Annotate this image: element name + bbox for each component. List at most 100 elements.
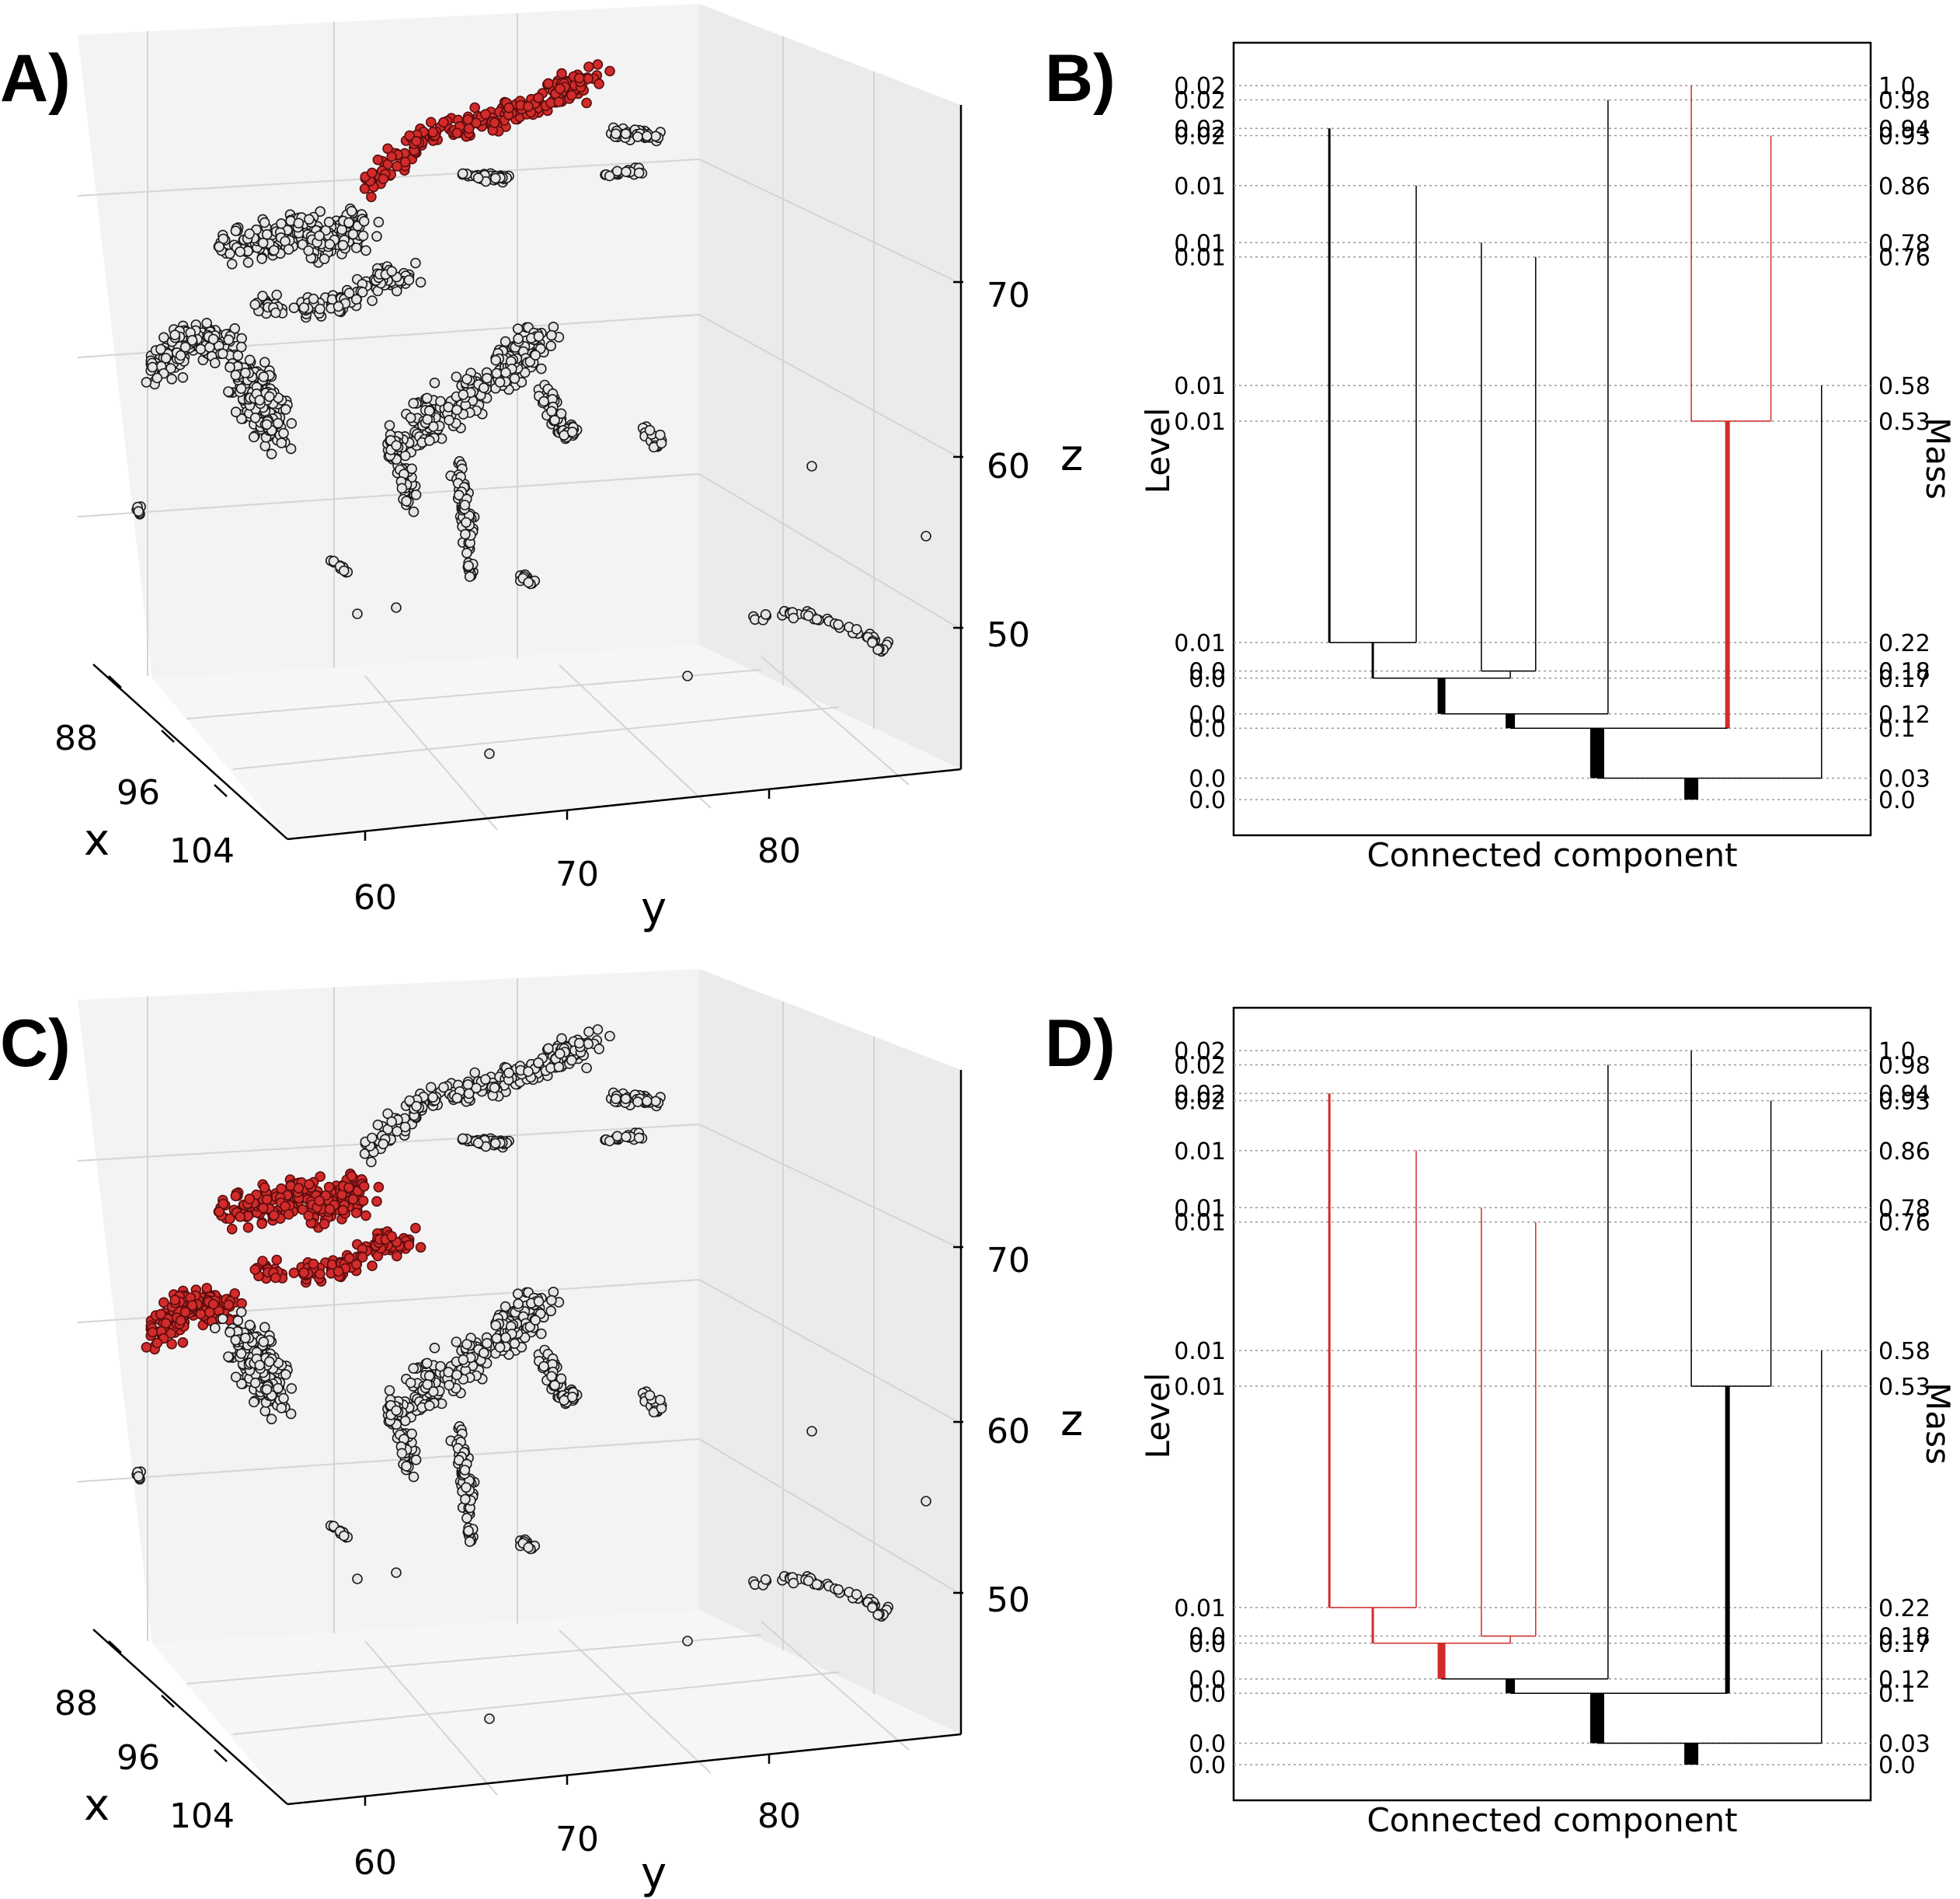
mass-tick-label: 0.94 <box>1878 116 1930 143</box>
scatter-point <box>236 333 247 344</box>
scatter-point <box>278 427 289 439</box>
scatter-point <box>533 331 545 342</box>
scatter-point <box>147 361 158 373</box>
x-tick-label: 88 <box>54 719 98 758</box>
scatter-point <box>463 560 474 572</box>
scatter-point <box>500 367 511 378</box>
panel-label-c: C) <box>0 1006 71 1081</box>
scatter-point <box>396 1448 408 1459</box>
scatter-point <box>491 1333 503 1344</box>
grid-line <box>698 1124 962 1249</box>
scatter-point <box>833 618 844 630</box>
level-tick-label: 0.01 <box>1174 245 1226 272</box>
highlighted-point <box>425 117 437 128</box>
scatter-point <box>401 496 412 507</box>
scatter-point <box>444 1379 454 1391</box>
scatter-point <box>472 1138 484 1148</box>
scatter-point <box>533 1296 545 1307</box>
scatter-point <box>633 1132 645 1144</box>
highlighted-point <box>371 1196 382 1207</box>
scatter-point <box>288 302 300 314</box>
scatter-point <box>248 431 259 443</box>
highlighted-point <box>411 135 422 147</box>
scatter-point <box>760 1573 771 1585</box>
scatter-point <box>464 1536 475 1547</box>
scatter-point <box>186 335 198 346</box>
scatter-point <box>444 414 454 426</box>
scatter-point <box>422 1378 433 1390</box>
scatter-point <box>556 1033 567 1044</box>
scatter-point <box>621 1131 632 1142</box>
scatter-point <box>421 392 433 404</box>
scatter-point <box>257 237 269 249</box>
scatter-point <box>546 1294 557 1306</box>
scatter-point <box>500 1332 511 1343</box>
scatter-point <box>319 253 330 265</box>
y-tick-label: 60 <box>353 878 397 918</box>
scatter-point <box>867 1602 878 1613</box>
highlighted-point <box>556 68 567 79</box>
highlighted-point <box>386 151 398 162</box>
scatter-point <box>811 1579 823 1590</box>
highlighted-point <box>151 1337 163 1349</box>
scatter-point <box>235 246 245 257</box>
mass-tick-label: 0.58 <box>1878 1338 1930 1365</box>
level-tick-label: 0.01 <box>1174 1195 1226 1222</box>
scatter-point <box>324 239 336 250</box>
scatter-point <box>438 1082 449 1093</box>
scatter-point <box>523 1066 534 1077</box>
z-tick-label: 50 <box>987 615 1030 655</box>
grid-line <box>364 1640 498 1796</box>
level-tick-label: 0.02 <box>1174 1081 1226 1108</box>
scatter-point <box>490 1319 502 1331</box>
scatter-point <box>285 443 297 455</box>
highlighted-point <box>415 1242 426 1253</box>
scatter-point <box>460 1493 471 1505</box>
panel-a-y-axis-line <box>287 768 962 841</box>
scatter-point <box>338 565 350 577</box>
scatter-point <box>632 1096 643 1107</box>
x-tick-label: 104 <box>169 1796 235 1836</box>
scatter-point <box>921 531 931 542</box>
highlighted-point <box>179 1306 191 1318</box>
scatter-point <box>261 228 273 240</box>
scatter-point <box>650 1096 661 1107</box>
highlighted-point <box>268 1210 280 1221</box>
scatter-point <box>478 382 489 394</box>
highlighted-point <box>304 1179 315 1190</box>
scatter-point <box>160 353 172 364</box>
panel-a-y-label: y <box>641 883 667 934</box>
scatter-point <box>405 1377 416 1389</box>
grid-line <box>698 159 962 284</box>
scatter-point <box>459 1465 471 1476</box>
scatter-point <box>384 420 395 431</box>
level-tick-label: 0.01 <box>1174 1374 1226 1401</box>
highlighted-point <box>201 1282 213 1294</box>
panel-a-points <box>131 59 931 759</box>
mass-tick-label: 0.93 <box>1878 1089 1930 1116</box>
scatter-point <box>158 332 169 343</box>
panel-b-x-label: Connected component <box>1366 836 1737 874</box>
highlighted-point <box>463 123 475 134</box>
scatter-point <box>461 517 472 528</box>
scatter-point <box>285 1408 297 1420</box>
level-tick-label: 0.0 <box>1189 659 1226 686</box>
scatter-point <box>423 405 435 416</box>
scatter-point <box>276 437 287 448</box>
scatter-point <box>229 322 241 334</box>
y-tick-label: 60 <box>353 1843 397 1883</box>
scatter-point <box>323 216 335 228</box>
mass-tick-label: 0.17 <box>1878 1631 1930 1658</box>
highlighted-point <box>399 156 411 168</box>
scatter-point <box>263 391 275 402</box>
scatter-point <box>429 377 440 389</box>
scatter-point <box>401 1461 412 1472</box>
scatter-point <box>391 602 402 613</box>
highlighted-point <box>350 1207 362 1218</box>
scatter-point <box>555 408 567 420</box>
scatter-point <box>133 1471 144 1483</box>
highlighted-point <box>366 191 377 203</box>
highlighted-point <box>554 83 566 94</box>
highlighted-point <box>249 1264 261 1275</box>
scatter-point <box>352 608 363 619</box>
